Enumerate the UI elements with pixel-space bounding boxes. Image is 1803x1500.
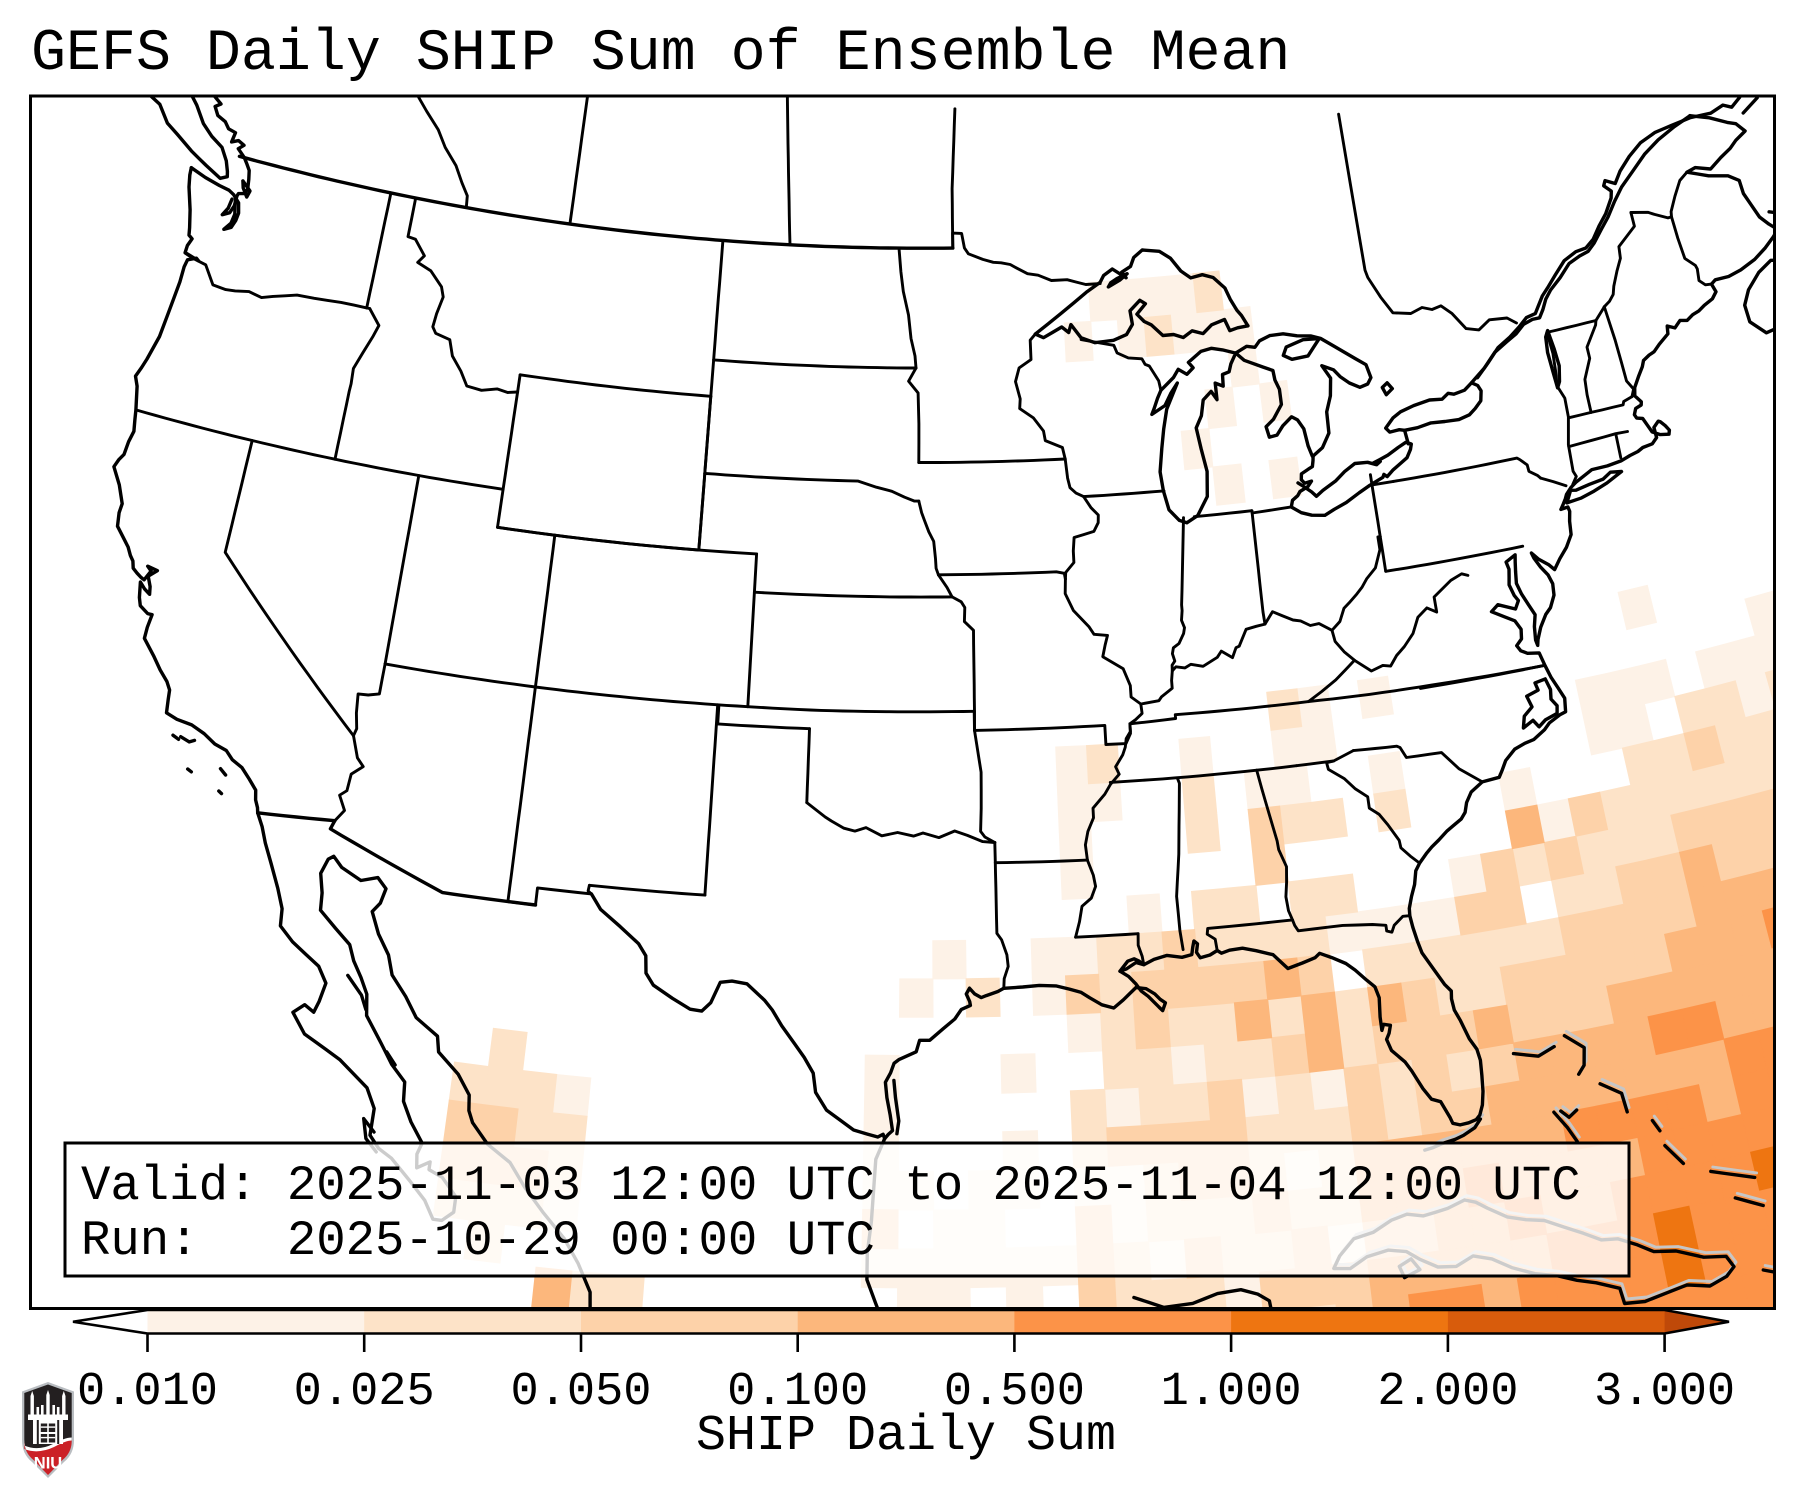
svg-text:NIU: NIU (34, 1455, 62, 1473)
svg-text:0.025: 0.025 (294, 1366, 435, 1419)
svg-text:0.500: 0.500 (944, 1366, 1085, 1419)
svg-text:SHIP Daily Sum: SHIP Daily Sum (696, 1408, 1116, 1465)
svg-text:2.000: 2.000 (1377, 1366, 1518, 1419)
svg-text:Run: 2025-10-29 00:00 UTC: Run: 2025-10-29 00:00 UTC (81, 1213, 875, 1269)
svg-text:GEFS Daily SHIP Sum of Ensembl: GEFS Daily SHIP Sum of Ensemble Mean (31, 20, 1290, 87)
svg-text:3.000: 3.000 (1594, 1366, 1735, 1419)
svg-text:0.050: 0.050 (510, 1366, 651, 1419)
svg-text:0.010: 0.010 (77, 1366, 218, 1419)
svg-text:1.000: 1.000 (1161, 1366, 1302, 1419)
svg-text:0.100: 0.100 (727, 1366, 868, 1419)
svg-text:Valid: 2025-11-03 12:00 UTC to: Valid: 2025-11-03 12:00 UTC to 2025-11-0… (81, 1158, 1581, 1214)
